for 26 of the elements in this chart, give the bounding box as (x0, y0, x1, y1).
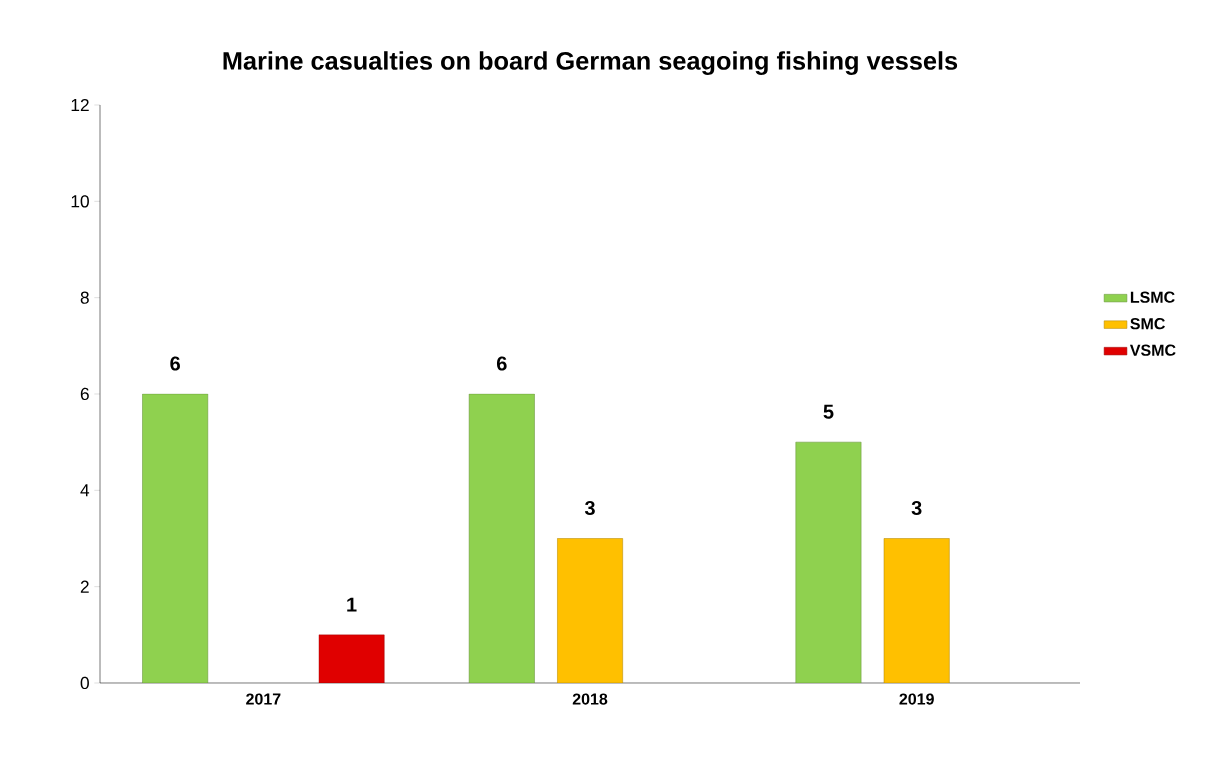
bar (318, 634, 385, 683)
legend-label: LSMC (1130, 291, 1175, 303)
x-tick-label: 2019 (899, 693, 934, 705)
y-tick-label: 6 (80, 387, 89, 401)
data-label: 5 (823, 404, 834, 419)
bar (557, 538, 623, 683)
y-tick-label: 12 (71, 98, 89, 112)
y-tick-label: 2 (80, 580, 89, 593)
chart-title: Marine casualties on board German seagoing fishing vessels (223, 51, 958, 75)
data-label: 3 (584, 500, 595, 516)
x-tick-label: 2018 (572, 693, 608, 705)
bar (795, 441, 862, 683)
data-label: 6 (170, 356, 180, 371)
bar (468, 393, 535, 683)
bar (142, 393, 209, 683)
data-label: 3 (911, 500, 922, 516)
data-label: 6 (496, 356, 507, 371)
legend-label: SMC (1130, 318, 1165, 330)
bar (883, 538, 950, 683)
x-tick-label: 2017 (246, 693, 281, 705)
data-label: 1 (347, 597, 357, 612)
y-tick-label: 10 (71, 195, 89, 208)
y-tick-label: 4 (80, 484, 90, 497)
y-tick-label: 0 (80, 676, 89, 690)
legend-label: VSMC (1129, 344, 1176, 356)
y-tick-label: 8 (80, 291, 89, 304)
